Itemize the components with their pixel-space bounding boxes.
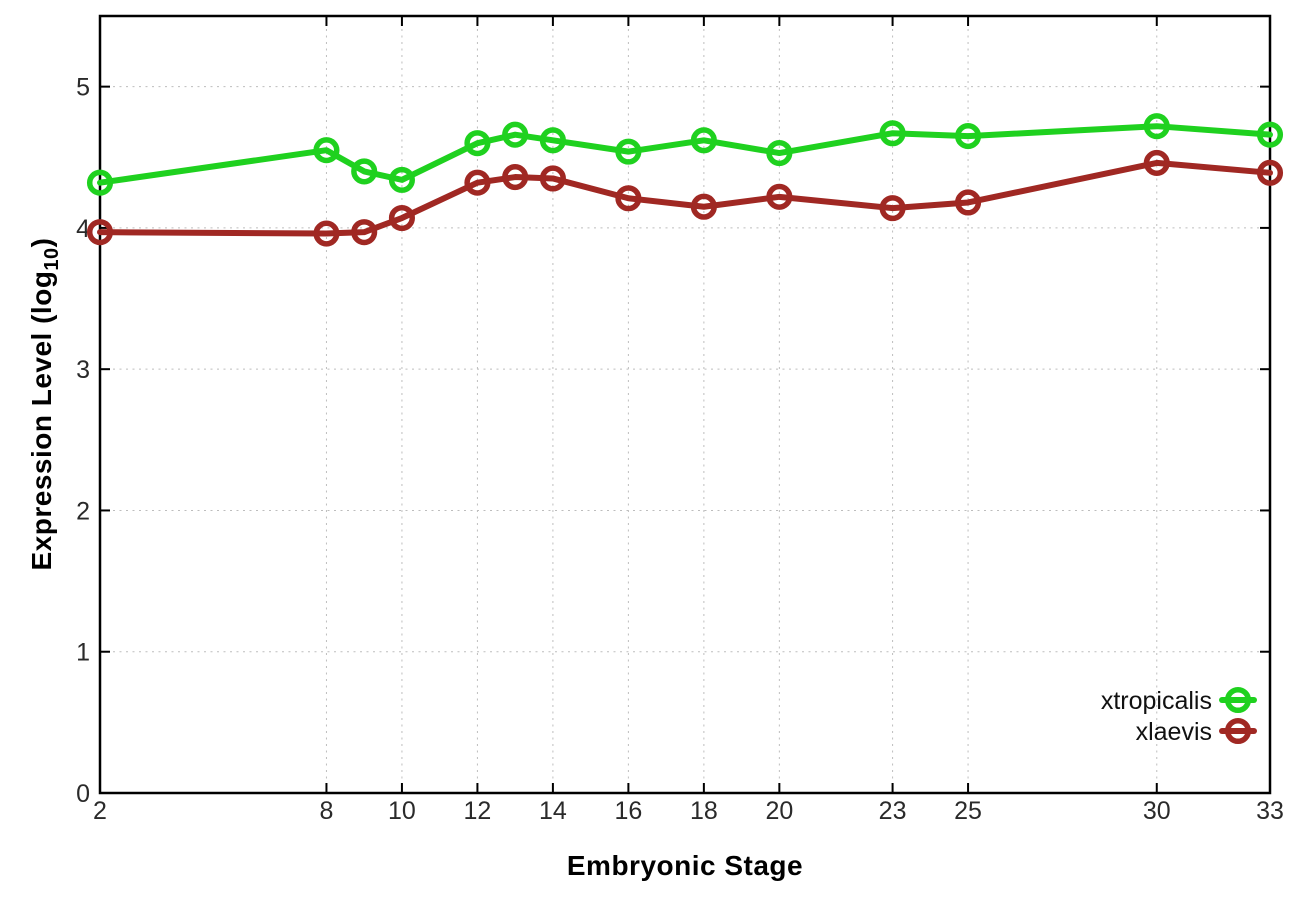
y-tick-label-5: 5 bbox=[76, 74, 90, 102]
y-tick-label-0: 0 bbox=[76, 780, 90, 808]
data-point-xtropicalis-stage-8 bbox=[313, 137, 340, 164]
data-point-xtropicalis-stage-10 bbox=[388, 166, 415, 193]
y-axis-title-text: Expression Level (log bbox=[26, 270, 57, 571]
x-tick-label-33: 33 bbox=[1256, 797, 1284, 825]
data-point-xtropicalis-stage-12 bbox=[464, 130, 491, 157]
legend-marker-xtropicalis bbox=[1224, 686, 1252, 714]
x-tick-label-23: 23 bbox=[879, 797, 907, 825]
x-tick-label-20: 20 bbox=[765, 797, 793, 825]
data-point-xlaevis-stage-14 bbox=[539, 165, 566, 192]
data-point-xlaevis-stage-18 bbox=[690, 193, 717, 220]
data-point-xtropicalis-stage-20 bbox=[766, 139, 793, 167]
x-tick-label-30: 30 bbox=[1143, 797, 1171, 825]
data-point-xtropicalis-stage-14 bbox=[539, 127, 566, 154]
legend-label-xlaevis: xlaevis bbox=[1136, 718, 1212, 746]
data-point-xlaevis-stage-33 bbox=[1256, 159, 1284, 186]
data-point-xlaevis-stage-30 bbox=[1143, 149, 1170, 176]
data-point-xtropicalis-stage-25 bbox=[955, 123, 982, 150]
data-point-xlaevis-stage-23 bbox=[879, 195, 906, 222]
data-point-xtropicalis-stage-13 bbox=[502, 121, 529, 148]
x-axis-title: Embryonic Stage bbox=[566, 850, 804, 881]
data-point-xlaevis-stage-16 bbox=[615, 185, 642, 212]
x-tick-label-18: 18 bbox=[690, 797, 718, 825]
x-tick-label-16: 16 bbox=[614, 797, 642, 825]
data-point-xtropicalis-stage-30 bbox=[1143, 113, 1170, 140]
data-point-xtropicalis-stage-9 bbox=[351, 158, 378, 185]
data-point-xlaevis-stage-12 bbox=[464, 169, 491, 196]
y-axis-title-subscript: 10 bbox=[41, 247, 63, 271]
y-tick-label-1: 1 bbox=[76, 639, 90, 667]
data-point-xtropicalis-stage-2 bbox=[86, 169, 114, 196]
x-tick-label-8: 8 bbox=[319, 797, 333, 825]
data-point-xtropicalis-stage-33 bbox=[1256, 121, 1284, 148]
data-point-xlaevis-stage-20 bbox=[766, 183, 793, 210]
x-tick-label-10: 10 bbox=[388, 797, 416, 825]
data-point-xtropicalis-stage-16 bbox=[615, 138, 642, 165]
y-tick-label-3: 3 bbox=[76, 356, 90, 384]
series-line-xlaevis bbox=[97, 159, 1273, 237]
x-tick-label-14: 14 bbox=[539, 797, 567, 825]
plot-border bbox=[98, 14, 1272, 795]
data-point-xtropicalis-stage-23 bbox=[879, 120, 906, 147]
data-point-xlaevis-stage-10 bbox=[388, 204, 415, 232]
data-point-xlaevis-stage-8 bbox=[313, 220, 340, 247]
data-point-xlaevis-stage-2 bbox=[86, 219, 114, 246]
y-tick-label-4: 4 bbox=[76, 215, 90, 243]
y-tick-label-2: 2 bbox=[76, 497, 90, 525]
legend-marker-xlaevis bbox=[1224, 717, 1252, 745]
legend-label-xtropicalis: xtropicalis bbox=[1101, 687, 1212, 715]
data-point-xlaevis-stage-9 bbox=[351, 219, 378, 246]
data-point-xlaevis-stage-25 bbox=[955, 189, 982, 216]
x-tick-label-12: 12 bbox=[464, 797, 492, 825]
data-point-xlaevis-stage-13 bbox=[502, 164, 529, 191]
y-axis-title-paren: ) bbox=[26, 237, 57, 248]
x-tick-label-2: 2 bbox=[93, 797, 107, 825]
y-axis-title: Expression Level (log10) bbox=[26, 237, 63, 571]
data-point-xtropicalis-stage-18 bbox=[690, 127, 717, 154]
x-tick-label-25: 25 bbox=[954, 797, 982, 825]
